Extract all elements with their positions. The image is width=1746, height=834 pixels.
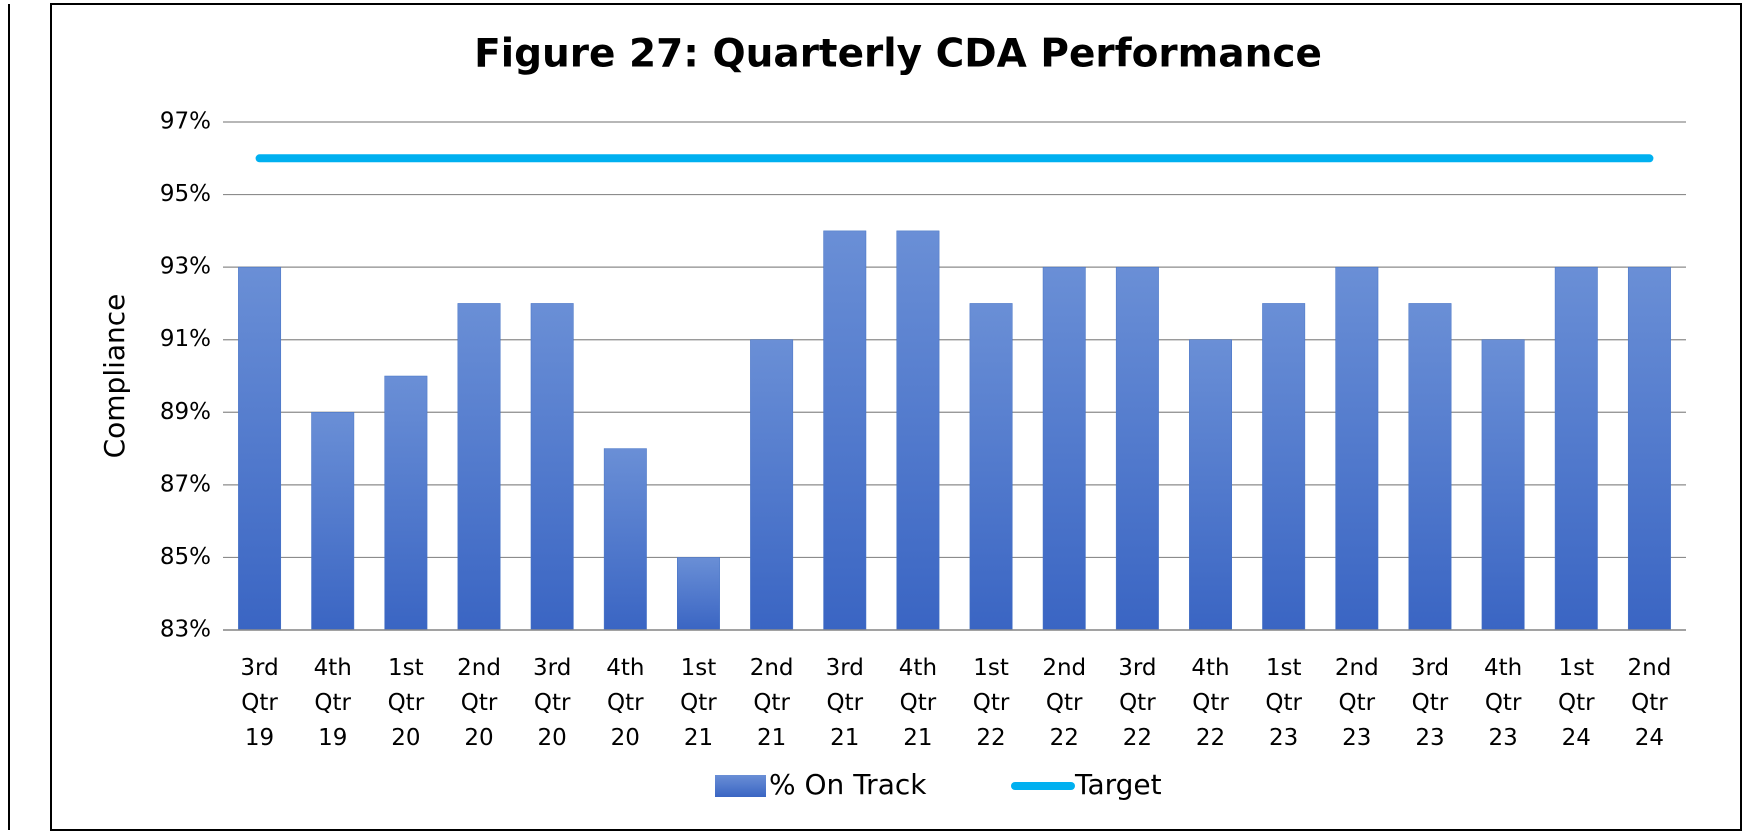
x-tick-label: 2nd Qtr 21	[750, 655, 794, 751]
bar	[1042, 266, 1086, 631]
bar	[1627, 266, 1671, 631]
x-tick-label: 1st Qtr 21	[680, 655, 717, 751]
y-axis-label: Compliance	[98, 294, 131, 459]
x-tick-label: 4th Qtr 21	[899, 655, 937, 751]
bar	[384, 375, 428, 631]
bar	[603, 448, 647, 631]
chart-title: Figure 27: Quarterly CDA Performance	[474, 32, 1322, 77]
x-tick-label: 1st Qtr 23	[1265, 655, 1302, 751]
bar	[238, 266, 282, 631]
x-tick-label: 3rd Qtr 20	[533, 655, 571, 751]
legend-label: Target	[1074, 768, 1162, 801]
bar	[1115, 266, 1159, 631]
x-tick-label: 2nd Qtr 24	[1628, 655, 1672, 751]
x-tick-label: 3rd Qtr 19	[240, 655, 278, 751]
x-tick-label: 4th Qtr 20	[606, 655, 644, 751]
x-tick-label: 2nd Qtr 23	[1335, 655, 1379, 751]
x-tick-label: 4th Qtr 19	[314, 655, 352, 751]
bar	[311, 412, 355, 631]
bar	[1554, 266, 1598, 631]
y-tick-label: 91%	[160, 326, 211, 352]
x-tick-label: 4th Qtr 22	[1191, 655, 1229, 751]
legend-swatch	[715, 775, 766, 797]
bar	[1262, 303, 1306, 631]
bar	[969, 303, 1013, 631]
x-tick-label: 1st Qtr 22	[973, 655, 1010, 751]
x-tick-label: 3rd Qtr 23	[1411, 655, 1449, 751]
legend-label: % On Track	[769, 768, 927, 801]
x-tick-label: 3rd Qtr 22	[1118, 655, 1156, 751]
y-tick-label: 87%	[160, 471, 211, 497]
x-tick-label: 1st Qtr 24	[1558, 655, 1595, 751]
x-tick-label: 2nd Qtr 20	[457, 655, 501, 751]
y-tick-label: 95%	[160, 181, 211, 207]
x-tick-label: 4th Qtr 23	[1484, 655, 1522, 751]
y-tick-label: 93%	[160, 254, 211, 280]
x-tick-label: 2nd Qtr 22	[1042, 655, 1086, 751]
bar	[896, 230, 940, 631]
bar	[823, 230, 867, 631]
bar	[457, 303, 501, 631]
bar	[530, 303, 574, 631]
y-tick-label: 89%	[160, 399, 211, 425]
bar	[1335, 266, 1379, 631]
x-tick-label: 3rd Qtr 21	[826, 655, 864, 751]
x-tick-label: 1st Qtr 20	[388, 655, 425, 751]
y-tick-label: 97%	[160, 109, 211, 135]
y-tick-label: 83%	[160, 617, 211, 643]
bar	[1408, 303, 1452, 631]
bar	[677, 557, 720, 631]
bar	[750, 339, 794, 631]
bar	[1481, 339, 1525, 631]
y-tick-label: 85%	[160, 544, 211, 570]
bar	[1189, 339, 1232, 631]
